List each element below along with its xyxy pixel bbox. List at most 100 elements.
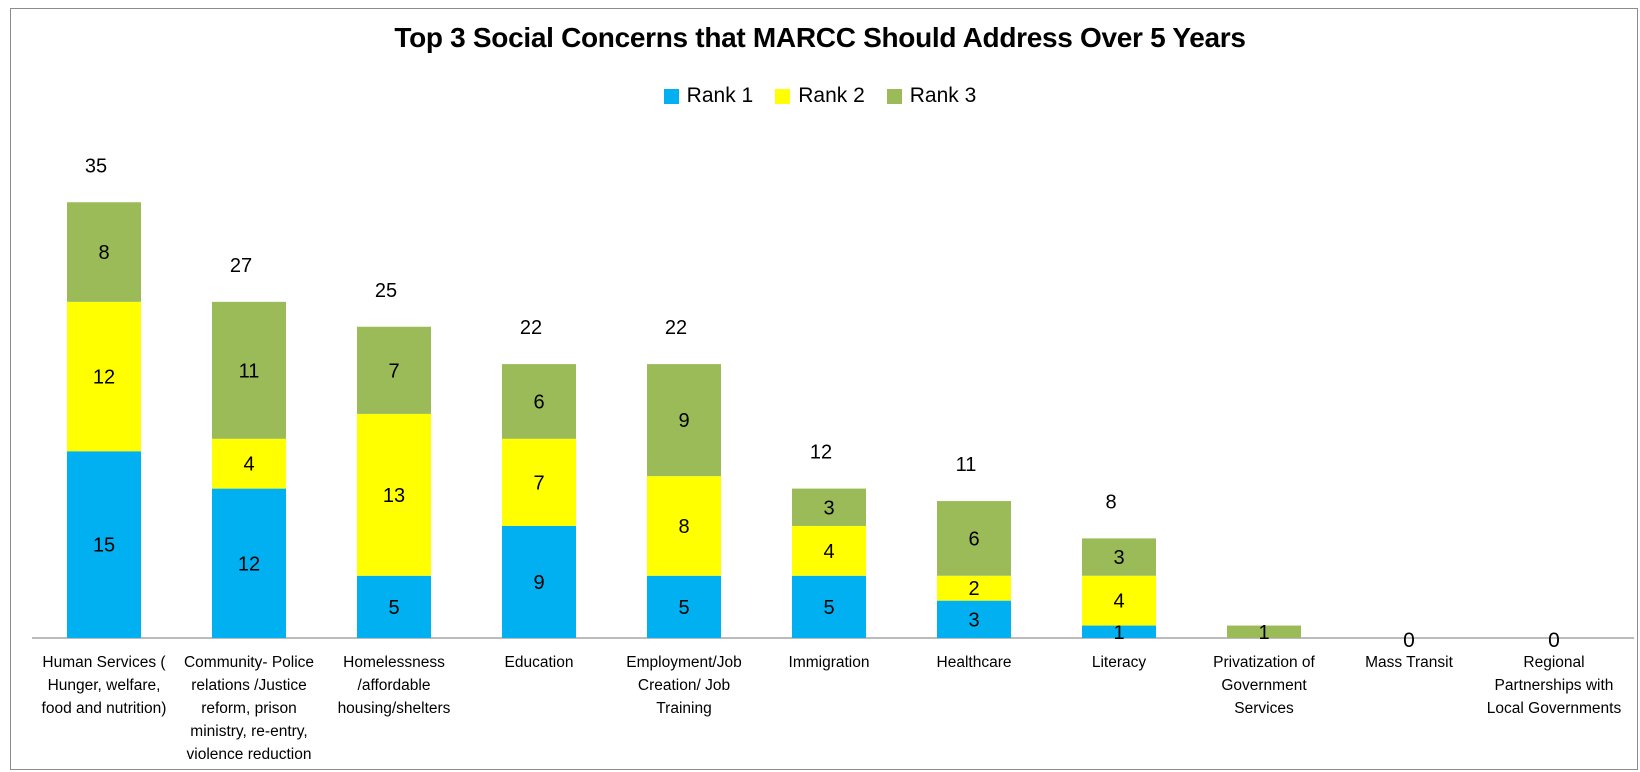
bar-segment-rank-1 (67, 451, 141, 638)
data-label-rank-3: 8 (98, 242, 109, 264)
legend-label-rank-2: Rank 2 (798, 84, 865, 107)
chart-title: Top 3 Social Concerns that MARCC Should … (394, 22, 1246, 53)
category-label-line: ministry, re-entry, (190, 723, 308, 740)
category-label-line: Partnerships with (1494, 677, 1614, 694)
data-label-rank-3: 11 (239, 360, 260, 382)
category-label-line: Education (504, 654, 574, 671)
bar-segment-rank-3 (937, 501, 1011, 576)
legend-swatch-rank-3 (886, 88, 902, 104)
total-label: 35 (85, 155, 107, 177)
category-label-line: Immigration (788, 654, 870, 671)
data-label-rank-1: 5 (678, 597, 689, 619)
category-label-line: Training (656, 700, 712, 717)
category-label-line: Healthcare (936, 654, 1012, 671)
category-label: Mass Transit (1335, 651, 1483, 674)
category-label-line: Services (1234, 700, 1294, 717)
legend-item-rank-1: Rank 1 (663, 84, 753, 108)
data-label-rank-3: 6 (968, 528, 979, 550)
data-label-rank-2: 7 (533, 472, 544, 494)
category-label-line: food and nutrition) (41, 700, 167, 717)
category-label-line: Mass Transit (1365, 654, 1453, 671)
bar-segment-rank-2 (357, 413, 431, 576)
bar-segment-rank-2 (1082, 575, 1156, 626)
bar-segment-rank-2 (502, 438, 576, 526)
category-label-line: /affordable (357, 677, 431, 694)
legend-label-rank-3: Rank 3 (909, 84, 977, 107)
category-label-line: Privatization of (1213, 654, 1315, 671)
category-label: Privatization of Government Services (1190, 651, 1338, 720)
bar-segment-rank-3 (357, 326, 431, 414)
legend-swatch-rank-1 (663, 88, 679, 104)
zero-value-label: 0 (1403, 629, 1415, 652)
bar-segment-rank-3 (212, 301, 286, 439)
total-label: 22 (665, 317, 687, 339)
category-label: Healthcare (900, 651, 1048, 674)
bar-segment-rank-1 (502, 525, 576, 638)
category-label-line: Regional (1523, 654, 1585, 671)
data-label-rank-2: 12 (93, 367, 115, 389)
data-label-rank-1: 3 (968, 609, 979, 631)
bar-segment-rank-1 (792, 575, 866, 638)
bar-segment-rank-1 (212, 488, 286, 638)
data-label-rank-1: 5 (388, 597, 399, 619)
bar-segment-rank-3 (792, 488, 866, 526)
category-label-line: Homelessness (343, 654, 445, 671)
category-label-line: housing/shelters (337, 700, 451, 717)
category-label-line: Employment/Job (626, 654, 742, 671)
data-label-rank-2: 4 (1113, 591, 1124, 613)
bar-segment-rank-2 (937, 575, 1011, 601)
data-label-rank-1: 9 (533, 572, 544, 594)
category-label: Human Services ( Hunger, welfare, food and… (30, 651, 178, 720)
data-label-rank-3: 9 (678, 410, 689, 432)
bar-segment-rank-1 (1082, 625, 1156, 638)
bar-segment-rank-1 (937, 600, 1011, 638)
bar-segment-rank-2 (212, 438, 286, 489)
data-label-rank-3: 3 (823, 497, 834, 519)
bar-segment-rank-1 (647, 575, 721, 638)
category-label: Employment/Job Creation/ Job Training (610, 651, 758, 720)
data-label-rank-3: 1 (1258, 622, 1269, 644)
category-label-line: Hunger, welfare, (47, 677, 161, 694)
data-label-rank-3: 7 (388, 360, 399, 382)
category-label-line: Human Services ( (42, 654, 166, 671)
legend-item-rank-2: Rank 2 (775, 84, 865, 108)
chart-legend: Rank 1 Rank 2 Rank 3 (0, 84, 1640, 108)
bar-segment-rank-2 (792, 525, 866, 576)
total-label: 8 (1105, 491, 1116, 513)
data-label-rank-2: 4 (823, 541, 834, 563)
category-label-line: violence reduction (186, 746, 312, 763)
data-label-rank-3: 6 (533, 391, 544, 413)
category-label-line: Literacy (1091, 654, 1147, 671)
bar-segment-rank-2 (67, 301, 141, 452)
total-label: 12 (810, 442, 832, 464)
bar-segment-rank-3 (67, 202, 141, 302)
data-label-rank-2: 8 (678, 516, 689, 538)
bar-segment-rank-3 (647, 364, 721, 477)
data-label-rank-2: 2 (968, 578, 979, 600)
category-label-line: reform, prison (201, 700, 297, 717)
data-label-rank-1: 12 (238, 553, 260, 575)
data-label-rank-2: 4 (243, 454, 254, 476)
category-label: Community- Police relations /Justice refor… (175, 651, 323, 766)
bar-segment-rank-3 (502, 364, 576, 439)
zero-value-label: 0 (1548, 629, 1560, 652)
bar-segment-rank-3 (1227, 625, 1301, 638)
legend-item-rank-3: Rank 3 (886, 84, 977, 108)
data-label-rank-1: 5 (823, 597, 834, 619)
total-label: 22 (520, 317, 542, 339)
total-label: 11 (956, 454, 977, 476)
category-label-line: Local Governments (1486, 700, 1622, 717)
category-label: Homelessness/affordable housing/shelters (320, 651, 468, 720)
category-label: Literacy (1045, 651, 1193, 674)
legend-swatch-rank-2 (775, 88, 791, 104)
data-label-rank-1: 15 (93, 535, 115, 557)
total-label: 27 (230, 255, 252, 277)
total-label: 25 (375, 280, 397, 302)
category-label-line: Community- Police (183, 654, 315, 671)
bar-segment-rank-1 (357, 575, 431, 638)
data-label-rank-2: 13 (383, 485, 405, 507)
category-label-line: Creation/ Job (637, 677, 731, 694)
bar-segment-rank-2 (647, 476, 721, 576)
category-label: Immigration (755, 651, 903, 674)
